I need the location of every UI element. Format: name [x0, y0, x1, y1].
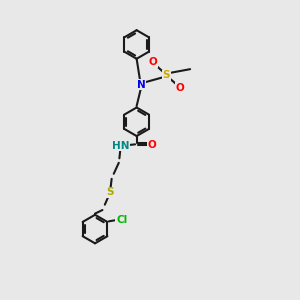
Text: N: N	[137, 80, 146, 90]
Text: S: S	[163, 70, 170, 80]
Text: Cl: Cl	[116, 214, 127, 224]
Text: O: O	[175, 82, 184, 93]
Text: S: S	[106, 187, 114, 197]
Text: O: O	[147, 140, 156, 150]
Text: O: O	[148, 57, 157, 67]
Text: HN: HN	[112, 141, 130, 151]
